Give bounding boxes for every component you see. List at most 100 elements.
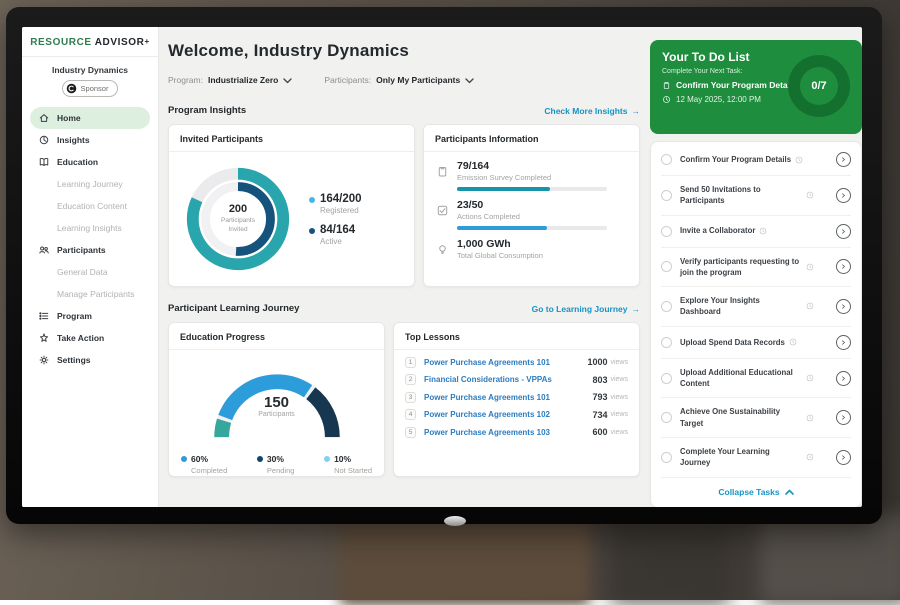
lesson-views: 793 (592, 392, 608, 402)
gauge-label: Participants (258, 411, 295, 418)
task-open-button[interactable] (836, 223, 851, 239)
stat-value: 1,000 GWh (457, 238, 511, 250)
insights-icon (38, 134, 50, 146)
task-checkbox[interactable] (661, 225, 672, 237)
views-suffix: views (610, 358, 628, 366)
lesson-rank: 1 (405, 356, 416, 368)
invited-participants-card: Invited Participants 200 Partic (168, 124, 415, 287)
gauge-segment-pending (213, 374, 340, 438)
task-open-button[interactable] (836, 259, 851, 275)
legend-dot (256, 456, 263, 462)
take-action-icon (38, 332, 50, 344)
task-checkbox[interactable] (661, 189, 672, 201)
link-label: Check More Insights (544, 105, 628, 116)
program-dropdown[interactable]: Program: Industrialize Zero (168, 71, 293, 89)
sidebar-item-program[interactable]: Program (30, 305, 150, 327)
task-checkbox[interactable] (661, 300, 672, 312)
lesson-views: 600 (592, 427, 608, 437)
sidebar: RESOURCE ADVISOR+ Industry Dynamics Spon… (22, 27, 159, 507)
task-open-button[interactable] (836, 334, 851, 350)
task-label: Upload Additional Educational Content (680, 367, 793, 389)
go-to-learning-journey-link[interactable]: Go to Learning Journey → (532, 304, 640, 314)
task-checkbox[interactable] (661, 451, 672, 463)
checklist-icon (436, 204, 449, 230)
logo-resource: RESOURCE (30, 37, 92, 48)
main-content: Welcome, Industry Dynamics Program: Indu… (168, 27, 640, 507)
sidebar-item-settings[interactable]: Settings (30, 349, 150, 371)
todo-progress-value: 0/7 (800, 67, 838, 105)
task-row-upload-spend-data[interactable]: Upload Spend Data Records (661, 327, 851, 359)
chevron-up-icon (784, 489, 794, 495)
clock-icon (806, 191, 814, 199)
gauge-value: 150 (263, 394, 290, 411)
task-row-confirm-details[interactable]: Confirm Your Program Details (661, 144, 851, 176)
sidebar-item-education[interactable]: Education (30, 151, 150, 173)
sidebar-item-insights[interactable]: Insights (30, 129, 150, 151)
task-label: Verify participants requesting to join t… (680, 256, 800, 277)
arrow-right-icon: → (631, 303, 641, 314)
lesson-row: 4 Power Purchase Agreements 102 734 view… (394, 403, 639, 420)
participants-icon (38, 244, 50, 256)
app-logo[interactable]: RESOURCE ADVISOR+ (22, 27, 158, 57)
collapse-tasks-link[interactable]: Collapse Tasks (661, 478, 851, 505)
task-row-achieve-target[interactable]: Achieve One Sustainability Target (661, 398, 851, 438)
sidebar-item-education-content[interactable]: Education Content (30, 195, 150, 217)
card-title: Top Lessons (394, 323, 639, 350)
task-open-button[interactable] (836, 449, 851, 465)
program-filter-value: Industrialize Zero (207, 75, 279, 85)
lesson-link[interactable]: Financial Considerations - VPPAs (424, 375, 552, 384)
task-row-send-invitations[interactable]: Send 50 Invitations to Participants (661, 176, 851, 216)
task-row-invite-collaborator[interactable]: Invite a Collaborator (661, 216, 851, 248)
task-row-verify-participants[interactable]: Verify participants requesting to join t… (661, 248, 851, 288)
lesson-row: 1 Power Purchase Agreements 101 1000 vie… (394, 350, 639, 368)
gauge-segment-completed (213, 374, 340, 438)
background-highlight (760, 515, 900, 605)
sidebar-item-label: Settings (57, 355, 91, 365)
lesson-link[interactable]: Power Purchase Agreements 103 (424, 427, 550, 437)
task-checkbox[interactable] (661, 261, 672, 273)
page-title: Welcome, Industry Dynamics (168, 41, 410, 60)
task-open-button[interactable] (836, 152, 851, 167)
sidebar-item-label: Learning Insights (57, 223, 122, 233)
stat-value: 23/50 (457, 199, 484, 211)
task-checkbox[interactable] (661, 154, 672, 165)
task-open-button[interactable] (836, 370, 851, 386)
todo-summary-card: Your To Do List Complete Your Next Task:… (650, 40, 862, 134)
todo-next-label: Confirm Your Program Details (676, 80, 798, 90)
lesson-views: 803 (592, 374, 608, 385)
chevron-down-icon (465, 71, 474, 89)
check-more-insights-link[interactable]: Check More Insights → (544, 106, 640, 116)
gauge-center: 150 Participants (202, 394, 352, 418)
sidebar-item-take-action[interactable]: Take Action (30, 327, 150, 349)
task-row-complete-learning-journey[interactable]: Complete Your Learning Journey (661, 438, 851, 478)
participants-dropdown[interactable]: Participants: Only My Participants (324, 71, 474, 89)
task-row-explore-insights[interactable]: Explore Your Insights Dashboard (661, 287, 851, 327)
sidebar-item-learning-journey[interactable]: Learning Journey (30, 173, 150, 195)
lesson-link[interactable]: Power Purchase Agreements 101 (424, 357, 550, 367)
task-row-upload-educational-content[interactable]: Upload Additional Educational Content (661, 359, 851, 399)
sidebar-item-general-data[interactable]: General Data (30, 261, 150, 283)
task-checkbox[interactable] (661, 372, 672, 384)
task-open-button[interactable] (836, 298, 851, 314)
legend-item-registered: 164/200 Registered (309, 193, 362, 215)
logo-plus: + (144, 37, 150, 46)
task-open-button[interactable] (836, 410, 851, 426)
legend-value: 30% (266, 454, 284, 464)
task-checkbox[interactable] (661, 336, 672, 348)
lesson-link[interactable]: Power Purchase Agreements 102 (424, 410, 550, 419)
sidebar-item-manage-participants[interactable]: Manage Participants (30, 283, 150, 305)
lesson-link[interactable]: Power Purchase Agreements 101 (424, 392, 550, 402)
invited-body: 200 Participants Invited 164/200 Registe… (169, 152, 414, 286)
sidebar-item-home[interactable]: Home (30, 107, 150, 129)
program-icon (38, 310, 50, 322)
task-checkbox[interactable] (661, 412, 672, 424)
task-label: Send 50 Invitations to Participants (680, 185, 761, 206)
participants-information-card: Participants Information 79/164 Emission… (423, 124, 640, 287)
task-open-button[interactable] (836, 187, 851, 203)
sidebar-item-learning-insights[interactable]: Learning Insights (30, 217, 150, 239)
education-progress-card: Education Progress 150 Participants (168, 322, 385, 477)
legend-item-not-started: 10% Not Started (324, 454, 372, 475)
todo-task-list: Confirm Your Program Details Send 50 Inv… (650, 141, 862, 507)
sidebar-item-participants[interactable]: Participants (30, 239, 150, 261)
clock-icon (663, 96, 670, 103)
